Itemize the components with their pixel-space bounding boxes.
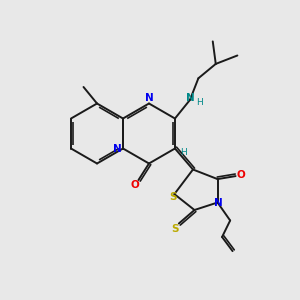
Text: S: S [169, 191, 177, 202]
Text: N: N [145, 93, 153, 103]
Text: H: H [180, 148, 187, 157]
Text: O: O [237, 169, 245, 180]
Text: O: O [130, 180, 139, 190]
Text: N: N [214, 198, 223, 208]
Text: N: N [113, 143, 122, 154]
Text: H: H [196, 98, 203, 107]
Text: N: N [186, 93, 194, 103]
Text: S: S [171, 224, 178, 234]
